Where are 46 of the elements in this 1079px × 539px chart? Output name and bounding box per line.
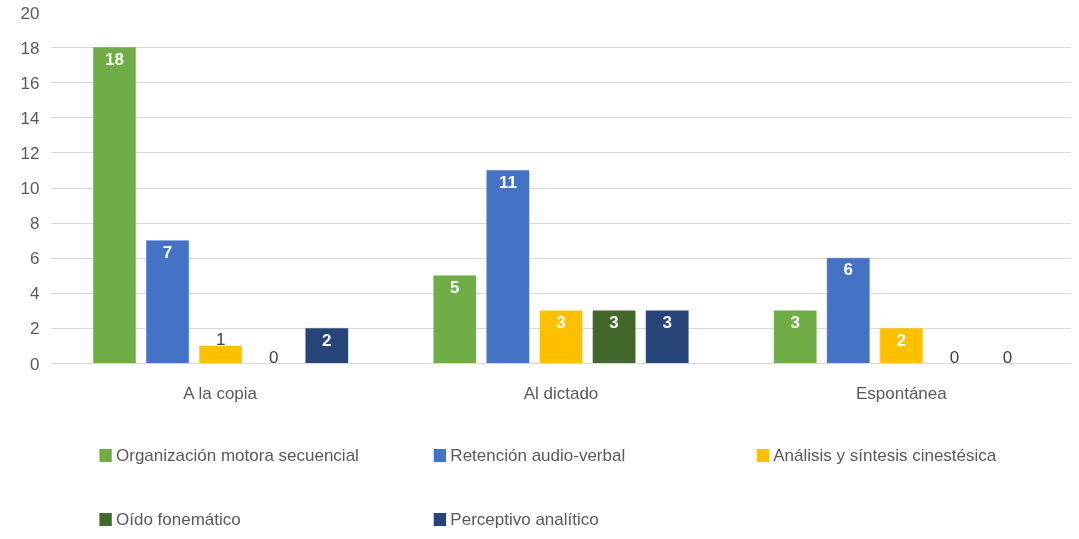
legend-label: Retención audio-verbal [450, 446, 626, 465]
data-label: 0 [269, 347, 279, 367]
x-tick-label: Al dictado [523, 383, 599, 403]
y-tick-label: 0 [30, 354, 40, 374]
legend-label: Oído fonemático [116, 510, 241, 529]
bar [592, 310, 636, 364]
data-label: 0 [949, 347, 960, 367]
bar [146, 240, 189, 364]
data-label: 18 [105, 49, 124, 69]
data-label: 6 [843, 260, 853, 280]
y-tick-label: 10 [20, 179, 40, 198]
legend-label: Perceptivo analítico [450, 510, 599, 529]
legend-label: Organización motora secuencial [116, 446, 359, 465]
legend-label: Análisis y síntesis cinestésica [773, 446, 997, 465]
data-label: 3 [556, 313, 566, 333]
data-label: 2 [322, 330, 332, 350]
bar [879, 328, 923, 364]
x-tick-label: A la copia [183, 383, 258, 403]
data-label: 3 [790, 313, 800, 333]
data-label: 3 [662, 313, 672, 333]
y-tick-label: 20 [20, 3, 40, 23]
y-tick-label: 8 [30, 214, 40, 234]
y-tick-label: 4 [30, 284, 40, 304]
y-tick-label: 18 [20, 38, 40, 58]
bar [773, 310, 817, 364]
y-tick-label: 2 [30, 319, 40, 339]
bar [93, 47, 136, 364]
y-tick-label: 16 [20, 73, 40, 93]
data-label: 2 [896, 330, 907, 350]
data-label: 11 [498, 172, 517, 192]
bar [645, 310, 689, 364]
bar [539, 310, 583, 364]
data-label: 7 [162, 242, 173, 262]
x-tick-label: Espontánea [855, 383, 948, 403]
bar [305, 328, 349, 364]
data-label: 5 [450, 278, 460, 298]
bar [486, 170, 530, 364]
bar [199, 345, 243, 364]
y-tick-label: 14 [20, 108, 40, 128]
data-label: 0 [1002, 347, 1013, 367]
data-label: 1 [215, 330, 226, 350]
y-tick-label: 12 [20, 143, 40, 163]
bar [826, 257, 870, 364]
data-label: 3 [609, 313, 619, 333]
bar [433, 275, 477, 364]
y-tick-label: 6 [30, 249, 40, 269]
